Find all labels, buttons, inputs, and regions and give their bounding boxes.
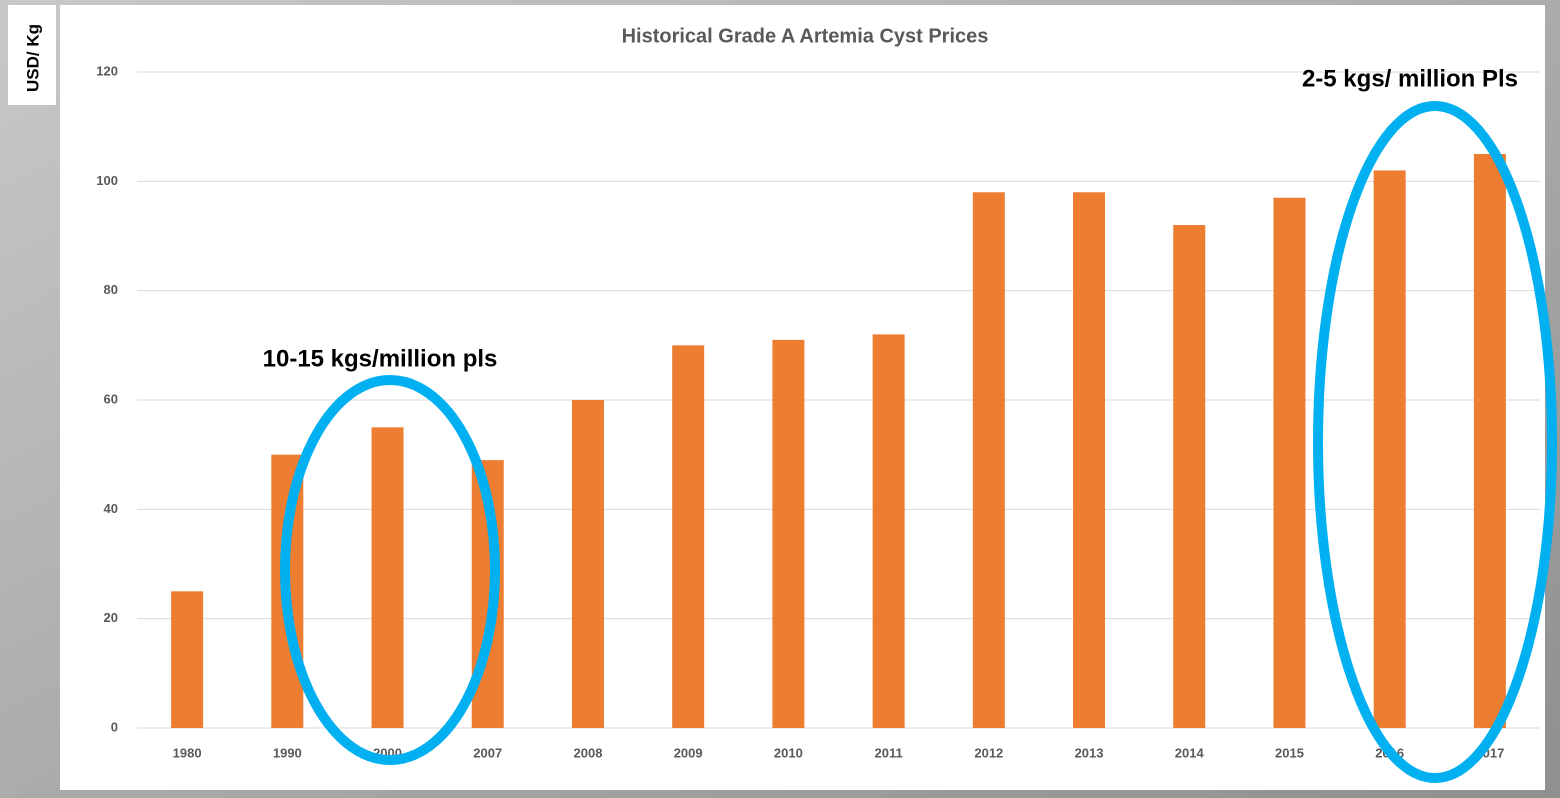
- x-tick-label: 2015: [1275, 745, 1304, 760]
- x-tick-label: 2008: [574, 745, 603, 760]
- y-tick-label: 100: [96, 173, 118, 188]
- chart-title: Historical Grade A Artemia Cyst Prices: [622, 25, 989, 47]
- bar: [672, 345, 704, 728]
- bar: [372, 427, 404, 728]
- bar: [873, 334, 905, 728]
- bar: [1073, 192, 1105, 728]
- annotation: 10-15 kgs/million pls: [263, 345, 498, 372]
- page: USD/ Kg Historical Grade A Artemia Cyst …: [0, 0, 1560, 798]
- x-tick-label: 2014: [1175, 745, 1205, 760]
- bar: [973, 192, 1005, 728]
- x-tick-label: 2007: [473, 745, 502, 760]
- bar: [1173, 225, 1205, 728]
- x-tick-label: 2013: [1075, 745, 1104, 760]
- x-tick-label: 2009: [674, 745, 703, 760]
- x-tick-label: 2011: [875, 745, 903, 760]
- y-tick-label: 20: [104, 610, 118, 625]
- bar: [171, 591, 203, 728]
- y-tick-label: 0: [111, 719, 118, 734]
- bar: [1374, 170, 1406, 728]
- chart: USD/ Kg Historical Grade A Artemia Cyst …: [0, 0, 1560, 798]
- y-tick-label: 80: [104, 282, 118, 297]
- x-tick-label: 2012: [974, 745, 1003, 760]
- x-tick-label: 2010: [774, 745, 803, 760]
- y-axis-label: USD/ Kg: [23, 24, 42, 92]
- x-tick-label: 1980: [173, 745, 202, 760]
- bar: [1474, 154, 1506, 728]
- x-tick-label: 1990: [273, 745, 302, 760]
- y-tick-label: 60: [104, 391, 118, 406]
- annotation: 2-5 kgs/ million Pls: [1302, 65, 1518, 92]
- y-tick-label: 40: [104, 501, 118, 516]
- bar: [772, 340, 804, 728]
- bar: [1273, 198, 1305, 728]
- bar: [572, 400, 604, 728]
- y-tick-label: 120: [96, 63, 118, 78]
